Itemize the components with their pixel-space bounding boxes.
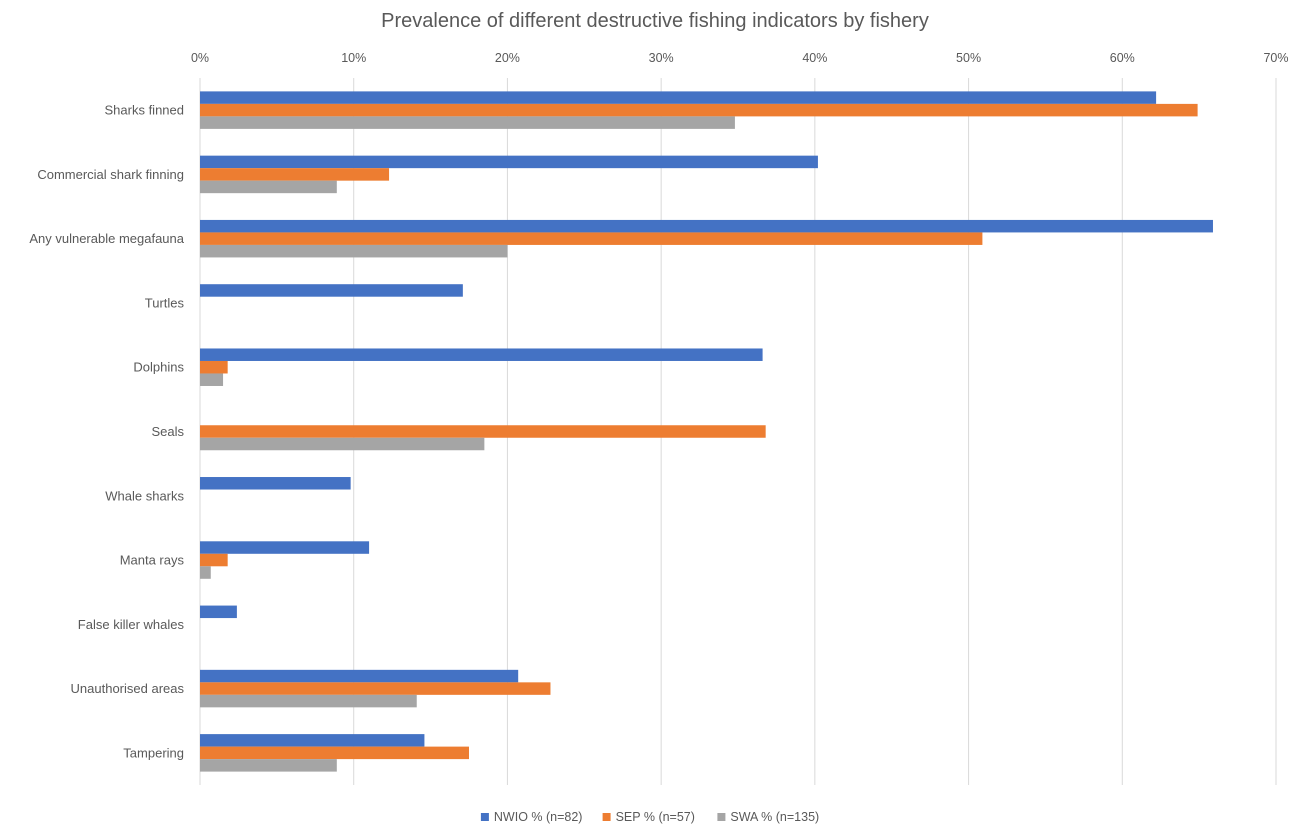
bar-swa bbox=[200, 244, 508, 258]
x-tick-label: 20% bbox=[495, 51, 520, 65]
x-tick-label: 60% bbox=[1110, 51, 1135, 65]
category-label: False killer whales bbox=[78, 617, 185, 632]
bar-sep bbox=[200, 168, 390, 181]
bar-swa bbox=[200, 694, 417, 708]
bar-sep bbox=[200, 553, 228, 567]
x-axis-ticks: 0% 10% 20% 30% 40% 50% 60% 70% bbox=[191, 51, 1289, 65]
x-tick-label: 0% bbox=[191, 51, 209, 65]
bar-sep bbox=[200, 682, 551, 695]
bar-nwio bbox=[200, 605, 237, 619]
bar-swa bbox=[200, 566, 211, 579]
bar-nwio bbox=[200, 734, 425, 747]
legend-label: SWA % (n=135) bbox=[730, 810, 819, 824]
category-label: Tampering bbox=[123, 745, 184, 760]
bar-swa bbox=[200, 180, 337, 194]
category-label: Unauthorised areas bbox=[71, 681, 185, 696]
x-tick-label: 40% bbox=[802, 51, 827, 65]
category-label: Seals bbox=[151, 424, 184, 439]
bar-nwio bbox=[200, 155, 818, 169]
legend-swatch bbox=[602, 813, 611, 821]
x-tick-label: 30% bbox=[649, 51, 674, 65]
bar-nwio bbox=[200, 477, 351, 490]
x-tick-label: 10% bbox=[341, 51, 366, 65]
category-label: Turtles bbox=[145, 295, 185, 310]
category-label: Sharks finned bbox=[105, 103, 185, 118]
category-label: Commercial shark finning bbox=[37, 167, 184, 182]
bar-sep bbox=[200, 425, 766, 438]
bar-nwio bbox=[200, 284, 463, 297]
bar-swa bbox=[200, 116, 735, 129]
category-label: Dolphins bbox=[133, 360, 184, 375]
bar-swa bbox=[200, 759, 337, 772]
category-labels: Sharks finned Commercial shark finning Any… bbox=[29, 103, 184, 761]
bar-nwio bbox=[200, 91, 1157, 104]
bar-sep bbox=[200, 746, 469, 760]
category-label: Manta rays bbox=[120, 553, 185, 568]
bar-sep bbox=[200, 103, 1198, 117]
bar-nwio bbox=[200, 348, 763, 361]
legend: NWIO % (n=82) SEP % (n=57) SWA % (n=135) bbox=[480, 810, 819, 824]
legend-label: SEP % (n=57) bbox=[616, 810, 695, 824]
bar-nwio bbox=[200, 541, 370, 554]
legend-swatch bbox=[480, 813, 489, 821]
bar-nwio bbox=[200, 219, 1213, 233]
bar-sep bbox=[200, 360, 228, 374]
bar-swa bbox=[200, 437, 485, 451]
bar-swa bbox=[200, 373, 224, 386]
x-tick-label: 70% bbox=[1263, 51, 1288, 65]
x-tick-label: 50% bbox=[956, 51, 981, 65]
bar-sep bbox=[200, 232, 983, 245]
bars bbox=[200, 91, 1213, 772]
category-label: Any vulnerable megafauna bbox=[29, 231, 184, 246]
legend-label: NWIO % (n=82) bbox=[494, 810, 583, 824]
chart-title: Prevalence of different destructive fish… bbox=[381, 10, 929, 32]
category-label: Whale sharks bbox=[105, 488, 184, 503]
bar-nwio bbox=[200, 669, 519, 683]
legend-swatch bbox=[717, 813, 726, 821]
